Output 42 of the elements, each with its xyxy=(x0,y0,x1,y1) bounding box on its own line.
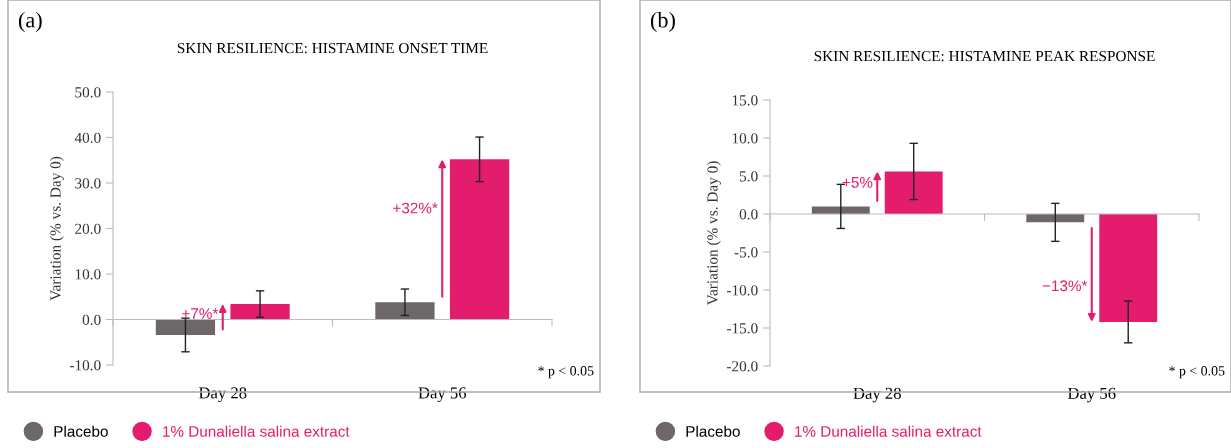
text: * p < 0.05 xyxy=(1169,366,1225,379)
bar xyxy=(375,302,435,320)
y-tick-label: -5.0 xyxy=(734,247,758,258)
y-tick-label: 30.0 xyxy=(75,178,101,189)
y-axis-title: Variation (% vs. Day 0) xyxy=(706,161,721,306)
y-tick-label: 5.0 xyxy=(739,171,758,182)
annotation: +5% xyxy=(842,177,873,188)
y-tick-label: 15.0 xyxy=(732,95,758,106)
text: (b) xyxy=(650,11,675,33)
y-tick-label: -20.0 xyxy=(726,361,758,372)
bar xyxy=(449,159,510,320)
bar xyxy=(155,319,216,335)
legend-label: 1% Dunaliella salina extract xyxy=(795,425,982,437)
y-tick-label: 40.0 xyxy=(74,132,101,144)
legend-label: Placebo xyxy=(54,425,108,437)
bar xyxy=(884,171,943,214)
y-tick-label: 50.0 xyxy=(75,87,101,98)
legend-label: Placebo xyxy=(686,425,740,437)
text: * p < 0.05 xyxy=(538,366,594,379)
annotation: −13%* xyxy=(1042,280,1088,292)
legend-label: 1% Dunaliella salina extract xyxy=(163,425,350,437)
x-tick-label: Day 56 xyxy=(418,387,467,402)
y-tick-label: 10.0 xyxy=(75,269,101,280)
bar xyxy=(811,206,870,214)
y-tick-label: 0.0 xyxy=(82,314,101,326)
bar xyxy=(230,304,290,320)
y-tick-label: 20.0 xyxy=(75,223,101,235)
bar xyxy=(1099,214,1158,322)
y-tick-label: -10.0 xyxy=(726,285,758,296)
text: (a) xyxy=(18,11,42,33)
x-tick-label: Day 28 xyxy=(853,387,901,403)
chart-title: SKIN RESILIENCE: HISTAMINE PEAK RESPONSE xyxy=(814,50,1155,62)
y-tick-label: 10.0 xyxy=(732,133,758,144)
y-tick-label: 0.0 xyxy=(739,209,758,220)
annotation: +32%* xyxy=(393,202,438,214)
annotation: +7%* xyxy=(182,308,219,319)
y-tick-label: -10.0 xyxy=(69,360,101,371)
x-tick-label: Day 28 xyxy=(198,387,247,402)
y-tick-label: -15.0 xyxy=(726,323,758,334)
y-axis-title: Variation (% vs. Day 0) xyxy=(49,156,64,301)
x-tick-label: Day 56 xyxy=(1067,387,1116,403)
chart-title: SKIN RESILIENCE: HISTAMINE ONSET TIME xyxy=(177,42,488,54)
